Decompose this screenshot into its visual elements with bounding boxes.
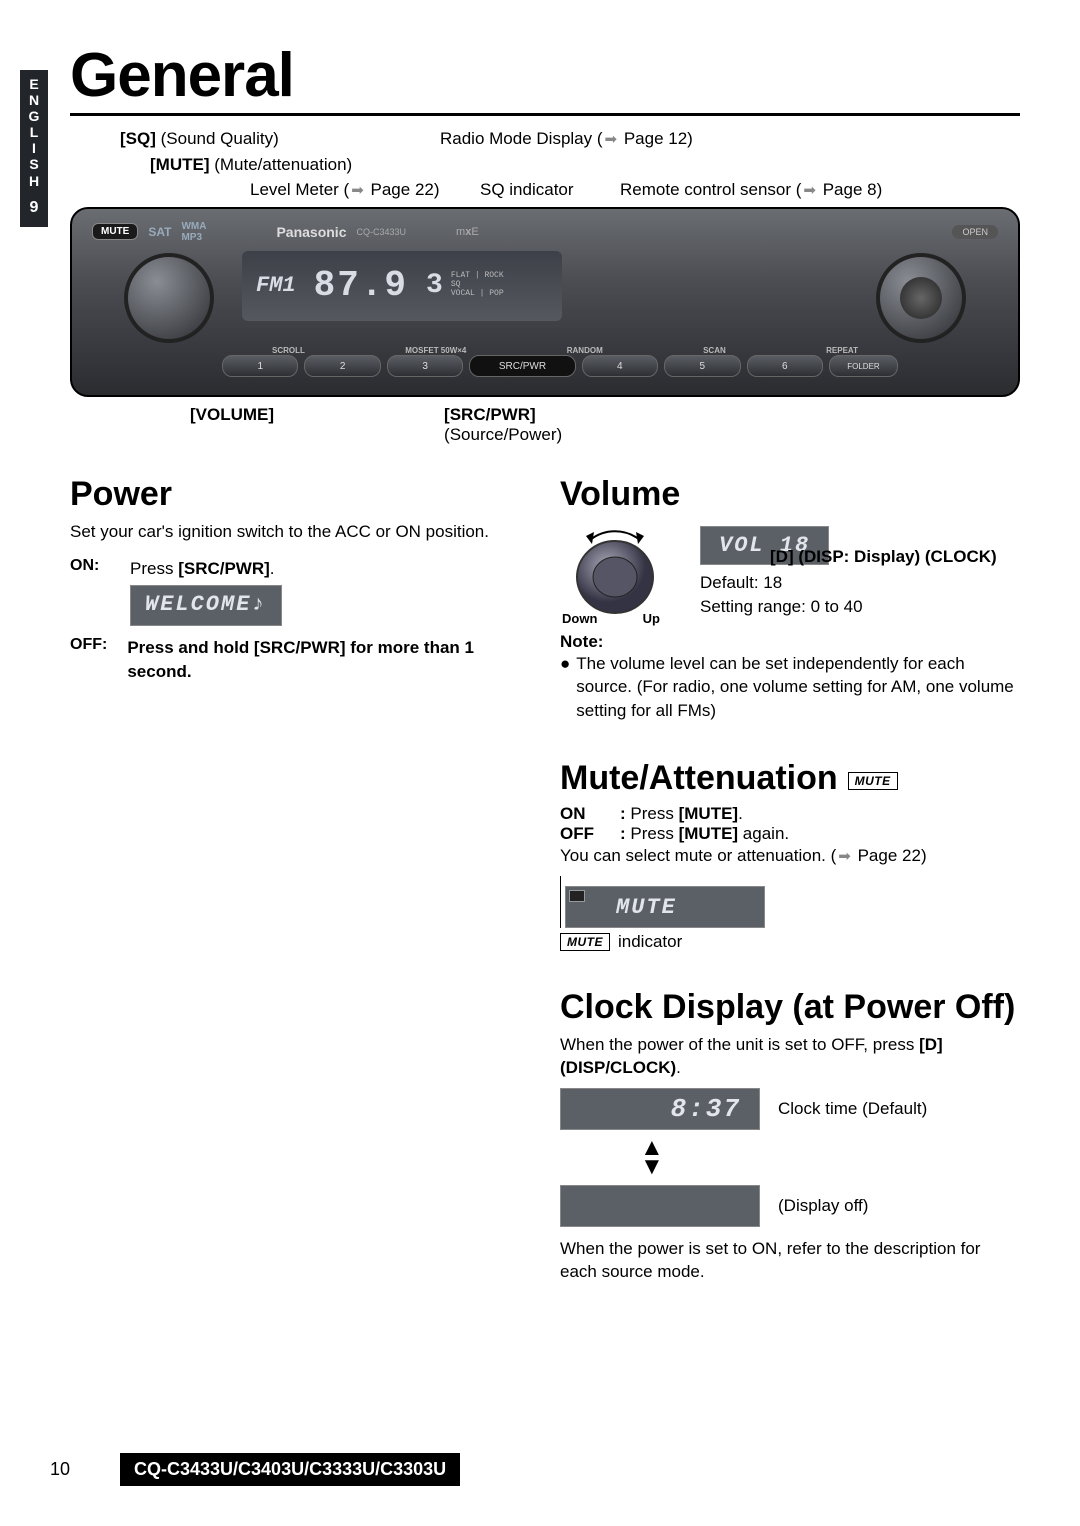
arrow-icon: ➡ [838,846,851,867]
power-off-text: Press and hold [SRC/PWR] for more than 1… [127,636,520,684]
mute-on-label: ON [560,804,610,824]
preset-button-1: 1 [222,355,298,377]
callout-sq-indicator: SQ indicator [480,180,574,199]
radio-sat-label: SAT [148,225,171,239]
language-label: ENGLISH [20,76,48,189]
radio-brand: Panasonic [276,224,346,240]
volume-knob [124,253,214,343]
callout-volume: [VOLUME] [190,405,274,424]
mute-select-text: You can select mute or attenuation. (➡ P… [560,844,1020,868]
mute-indicator-text: indicator [618,932,682,952]
callout-srcpwr-sub: (Source/Power) [444,425,562,444]
arrow-icon: ➡ [605,129,618,152]
callout-mute-desc: (Mute/attenuation) [214,155,352,174]
volume-down-label: Down [562,611,597,626]
page-footer: 10 CQ-C3433U/C3403U/C3333U/C3303U [30,1453,1020,1486]
preset-button-3: 3 [387,355,463,377]
lcd-frequency: 87.9 [314,265,408,306]
radio-preset-buttons: 1 2 3 SRC/PWR 4 5 6 FOLDER [222,351,898,381]
title-rule: General [70,40,1020,116]
callout-mute-label: [MUTE] [150,155,209,174]
lcd-fm-band: FM1 [256,273,296,298]
src-pwr-button: SRC/PWR [469,355,575,377]
clock-off-lcd [560,1185,760,1227]
power-intro: Set your car's ignition switch to the AC… [70,520,520,544]
radio-lcd: FM1 87.9 3 FLAT | ROCK SQ VOCAL | POP [242,251,562,321]
callout-levelmeter-page: Page 22 [371,180,434,199]
diagram-callouts-bottom: [VOLUME] [SRC/PWR] (Source/Power) [190,405,1020,445]
clock-time-label: Clock time (Default) [778,1097,927,1121]
volume-note-text: The volume level can be set independentl… [576,652,1020,723]
callout-remote-text: Remote control sensor ( [620,180,801,199]
lcd-sq-badges: FLAT | ROCK SQ VOCAL | POP [451,272,504,298]
power-on-label: ON: [70,557,118,630]
callout-sq-desc: (Sound Quality) [161,129,279,148]
volume-default: Default: 18 [700,573,863,593]
bullet-icon: ● [560,652,570,723]
clock-desc: When the power is set to ON, refer to th… [560,1237,1020,1285]
power-heading: Power [70,475,520,514]
radio-mixe-icon: mxE [456,226,479,238]
clock-intro: When the power of the unit is set to OFF… [560,1033,1020,1081]
power-on-text: Press [SRC/PWR]. WELCOME♪ [130,557,282,630]
callout-srcpwr-label: [SRC/PWR] [444,405,536,424]
preset-button-2: 2 [304,355,380,377]
mute-lcd-text: MUTE [616,895,677,920]
callout-remote-page: Page 8 [823,180,877,199]
radio-open-button: OPEN [952,225,998,239]
volume-up-label: Up [643,611,660,626]
radio-mute-button: MUTE [92,223,138,240]
volume-range: Setting range: 0 to 40 [700,597,863,617]
callout-radiomode-page: Page 12 [624,129,687,148]
callout-sq-label: [SQ] [120,129,156,148]
folder-button: FOLDER [829,355,898,377]
volume-note-label: Note: [560,632,1020,652]
footer-models: CQ-C3433U/C3403U/C3333U/C3303U [120,1453,460,1486]
arrow-icon: ➡ [351,180,364,203]
lcd-preset-number: 3 [426,270,443,301]
diagram-callouts-top: [SQ] (Sound Quality) Radio Mode Display … [120,126,1020,203]
preset-button-4: 4 [582,355,658,377]
footer-page-number: 10 [30,1459,90,1480]
arrow-icon: ➡ [803,180,816,203]
welcome-lcd: WELCOME♪ [130,585,282,626]
radio-model: CQ-C3433U [356,227,406,237]
updown-arrow-icon: ▲▼ [640,1138,1020,1176]
preset-button-5: 5 [664,355,740,377]
mute-heading: Mute/Attenuation [560,759,838,798]
callout-disp-clock: [D] (DISP: Display) (CLOCK) [770,547,1030,567]
language-tab: ENGLISH 9 [20,70,48,227]
volume-heading: Volume [560,475,1020,514]
mute-lcd: MUTE [565,886,765,928]
power-off-label: OFF: [70,636,115,684]
page-title: General [70,40,1020,111]
side-page-number: 9 [20,199,48,217]
preset-button-6: 6 [747,355,823,377]
tune-knob [876,253,966,343]
volume-knob-diagram: Down Up [560,522,670,622]
radio-wma-icon: WMAMP3 [181,221,206,243]
callout-levelmeter-text: Level Meter ( [250,180,349,199]
mute-indicator-badge: MUTE [560,933,610,951]
clock-off-label: (Display off) [778,1194,868,1218]
clock-time-lcd: 8:37 [560,1088,760,1130]
mute-indicator-box [569,890,585,902]
clock-heading: Clock Display (at Power Off) [560,988,1020,1027]
radio-unit-diagram: MUTE SAT WMAMP3 Panasonic CQ-C3433U mxE … [70,207,1020,397]
mute-badge-icon: MUTE [848,772,898,790]
mute-off-label: OFF [560,824,610,844]
callout-radiomode-text: Radio Mode Display ( [440,129,603,148]
